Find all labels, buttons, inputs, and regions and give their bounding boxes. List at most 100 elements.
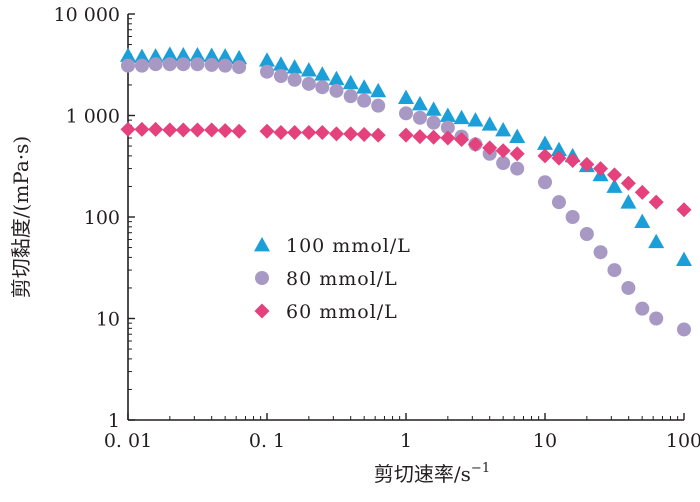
- data-point: [607, 263, 622, 278]
- series-2: [121, 57, 691, 337]
- data-point: [259, 123, 275, 139]
- data-point: [467, 136, 483, 152]
- data-point: [120, 121, 136, 137]
- data-point: [272, 56, 289, 71]
- data-point: [286, 59, 303, 74]
- data-point: [315, 80, 330, 95]
- data-point: [287, 72, 302, 87]
- x-tick-label: 0. 1: [249, 430, 285, 452]
- data-point: [453, 109, 470, 125]
- data-point: [426, 115, 441, 130]
- x-tick-label: 100: [666, 430, 700, 452]
- data-point: [509, 146, 525, 162]
- data-point: [148, 57, 163, 72]
- data-point: [579, 156, 595, 172]
- y-axis-title: 剪切黏度/(mPa·s): [9, 136, 33, 298]
- data-point: [510, 161, 525, 176]
- data-point: [677, 322, 691, 337]
- data-point: [134, 121, 150, 137]
- data-point: [537, 148, 553, 164]
- data-point: [551, 150, 567, 166]
- data-point: [148, 121, 164, 137]
- data-point: [175, 46, 192, 62]
- data-point: [398, 89, 414, 105]
- data-point: [121, 58, 135, 73]
- data-point: [579, 227, 594, 242]
- legend-label: 60 mmol/L: [286, 301, 398, 323]
- data-point: [537, 135, 553, 150]
- y-tick-label: 10 000: [54, 4, 120, 26]
- data-point: [648, 194, 664, 210]
- data-point: [398, 127, 414, 143]
- data-point: [133, 48, 150, 64]
- data-point: [425, 101, 442, 116]
- data-point: [440, 120, 455, 135]
- data-point: [314, 66, 331, 81]
- x-tick-label: 0. 01: [104, 430, 152, 452]
- data-point: [343, 126, 359, 142]
- data-point: [356, 126, 372, 142]
- data-point: [440, 130, 456, 146]
- data-point: [620, 194, 637, 209]
- data-point: [120, 47, 136, 62]
- x-axis-title: 剪切速率/s−1: [374, 461, 490, 486]
- data-point: [175, 122, 191, 138]
- legend-label: 80 mmol/L: [286, 268, 398, 290]
- data-point: [509, 128, 526, 143]
- data-point: [232, 60, 247, 75]
- legend-marker: [255, 271, 269, 285]
- data-point: [162, 57, 177, 72]
- data-point: [550, 141, 567, 157]
- data-point: [371, 98, 386, 113]
- data-point: [481, 116, 498, 131]
- data-point: [634, 184, 650, 200]
- data-point: [412, 129, 428, 145]
- data-point: [328, 70, 345, 86]
- x-tick-label: 1: [400, 430, 412, 452]
- data-point: [426, 129, 442, 145]
- data-point: [204, 57, 219, 72]
- series-1: [120, 46, 692, 267]
- data-point: [134, 58, 149, 73]
- legend-marker: [254, 237, 270, 252]
- data-point: [676, 251, 692, 267]
- data-point: [343, 89, 358, 104]
- y-tick-label: 10: [96, 309, 120, 331]
- data-point: [217, 123, 233, 139]
- series-3: [120, 121, 692, 218]
- data-point: [328, 126, 344, 142]
- tick-marks: [127, 13, 685, 421]
- data-point: [190, 57, 205, 72]
- data-point: [329, 83, 344, 98]
- data-point: [634, 213, 651, 229]
- data-point: [620, 175, 636, 191]
- axes: [127, 14, 684, 421]
- data-point: [496, 156, 511, 171]
- legend-label: 100 mmol/L: [286, 235, 411, 257]
- data-point: [411, 95, 428, 111]
- data-point: [565, 153, 581, 169]
- data-point: [565, 210, 580, 224]
- data-point: [301, 125, 317, 141]
- data-point: [439, 107, 456, 122]
- data-point: [273, 125, 289, 141]
- data-point: [676, 202, 692, 218]
- data-point: [217, 48, 234, 63]
- data-point: [495, 121, 512, 137]
- data-point: [482, 140, 498, 156]
- y-tick-label: 100: [84, 207, 120, 229]
- tick-labels: 0. 01 0. 1 1 10 100 1 10 100 1 000 10 000: [54, 4, 700, 452]
- data-point: [204, 122, 220, 138]
- data-point: [259, 52, 275, 67]
- data-point: [606, 167, 622, 183]
- data-point: [342, 74, 359, 90]
- data-point: [161, 46, 178, 61]
- data-point: [162, 122, 178, 138]
- data-point: [399, 106, 413, 121]
- data-point: [176, 57, 191, 72]
- data-point: [231, 49, 248, 65]
- data-point: [314, 125, 330, 141]
- data-point: [231, 123, 247, 139]
- data-point: [635, 301, 650, 316]
